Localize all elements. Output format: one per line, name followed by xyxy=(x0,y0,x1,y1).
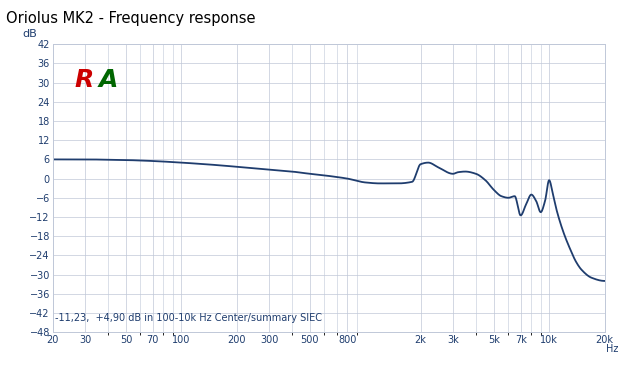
Text: dB: dB xyxy=(22,28,37,38)
Text: A: A xyxy=(98,68,118,92)
Text: Hz: Hz xyxy=(606,344,618,354)
Text: Oriolus MK2 - Frequency response: Oriolus MK2 - Frequency response xyxy=(6,11,255,26)
Text: R: R xyxy=(74,68,94,92)
Text: -11,23,  +4,90 dB in 100-10k Hz Center/summary SIEC: -11,23, +4,90 dB in 100-10k Hz Center/su… xyxy=(55,313,322,324)
